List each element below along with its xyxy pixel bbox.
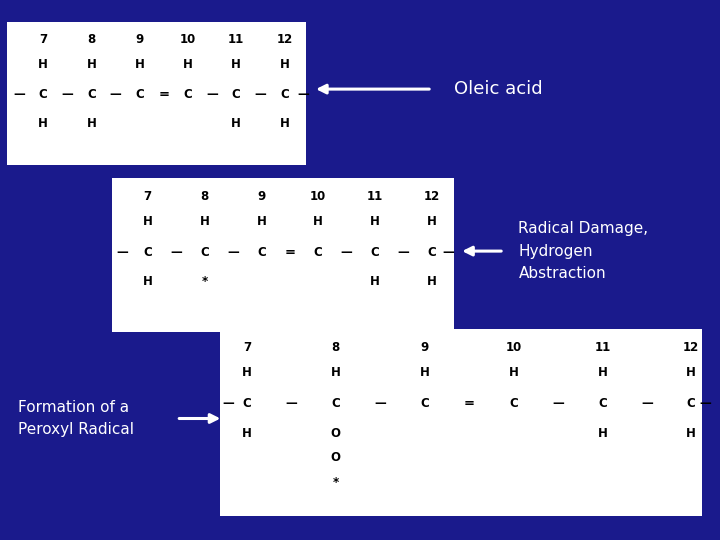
Text: C: C [314,246,323,259]
Text: 12: 12 [683,341,699,354]
Text: H: H [242,427,252,440]
Text: C: C [184,88,192,101]
Text: 12: 12 [276,33,292,46]
Text: C: C [135,88,144,101]
Text: H: H [143,215,153,228]
Text: H: H [331,366,341,379]
Text: —: — [374,397,386,410]
Text: —: — [170,246,182,259]
Text: —: — [227,246,239,259]
Text: H: H [370,275,380,288]
Text: C: C [687,397,696,410]
Text: H: H [508,366,518,379]
Text: 8: 8 [87,33,96,46]
Text: *: * [202,275,207,288]
Text: *: * [333,476,339,489]
Text: C: C [232,88,240,101]
Text: H: H [242,366,252,379]
Text: 7: 7 [39,33,48,46]
Text: C: C [598,397,607,410]
Text: H: H [686,366,696,379]
Text: H: H [231,58,241,71]
Text: H: H [598,427,607,440]
Text: H: H [370,215,380,228]
Text: H: H [231,117,241,130]
Text: 7: 7 [143,190,152,202]
Text: O: O [330,427,341,440]
Text: =: = [158,88,169,101]
Text: 9: 9 [135,33,144,46]
Text: 10: 10 [180,33,196,46]
Text: 11: 11 [367,190,383,202]
Text: C: C [280,88,289,101]
Text: H: H [199,215,210,228]
Text: Radical Damage,
Hydrogen
Abstraction: Radical Damage, Hydrogen Abstraction [518,221,649,281]
FancyBboxPatch shape [220,329,702,516]
Text: H: H [256,215,266,228]
Text: C: C [200,246,209,259]
Text: —: — [443,246,454,259]
FancyBboxPatch shape [112,178,454,332]
Text: H: H [135,58,145,71]
Text: =: = [464,397,474,410]
Text: H: H [38,58,48,71]
Text: Formation of a
Peroxyl Radical: Formation of a Peroxyl Radical [18,400,134,437]
Text: =: = [284,246,295,259]
Text: C: C [87,88,96,101]
Text: Oleic acid: Oleic acid [454,80,542,98]
Text: 9: 9 [420,341,429,354]
Text: H: H [427,275,437,288]
Text: H: H [313,215,323,228]
Text: 11: 11 [228,33,244,46]
Text: —: — [222,397,234,410]
Text: H: H [279,117,289,130]
Text: C: C [257,246,266,259]
Text: H: H [686,427,696,440]
Text: H: H [143,275,153,288]
Text: C: C [420,397,429,410]
Text: —: — [397,246,410,259]
Text: O: O [330,451,341,464]
Text: C: C [428,246,436,259]
Text: 11: 11 [594,341,611,354]
Text: 8: 8 [332,341,340,354]
Text: H: H [183,58,193,71]
Text: C: C [331,397,340,410]
Text: C: C [371,246,379,259]
FancyBboxPatch shape [7,22,306,165]
Text: —: — [341,246,353,259]
Text: H: H [427,215,437,228]
Text: H: H [279,58,289,71]
Text: —: — [286,397,297,410]
Text: 10: 10 [505,341,521,354]
Text: H: H [420,366,430,379]
Text: —: — [700,397,711,410]
Text: 10: 10 [310,190,326,202]
Text: H: H [38,117,48,130]
Text: —: — [552,397,564,410]
Text: C: C [143,246,152,259]
Text: —: — [297,88,309,101]
Text: 9: 9 [257,190,266,202]
Text: —: — [117,246,128,259]
Text: 12: 12 [424,190,440,202]
Text: H: H [86,117,96,130]
Text: 8: 8 [200,190,209,202]
Text: —: — [206,88,218,101]
Text: —: — [61,88,73,101]
Text: C: C [39,88,48,101]
Text: —: — [13,88,24,101]
Text: 7: 7 [243,341,251,354]
Text: —: — [109,88,122,101]
Text: C: C [509,397,518,410]
Text: C: C [243,397,251,410]
Text: —: — [254,88,266,101]
Text: —: — [641,397,652,410]
Text: H: H [598,366,607,379]
Text: H: H [86,58,96,71]
